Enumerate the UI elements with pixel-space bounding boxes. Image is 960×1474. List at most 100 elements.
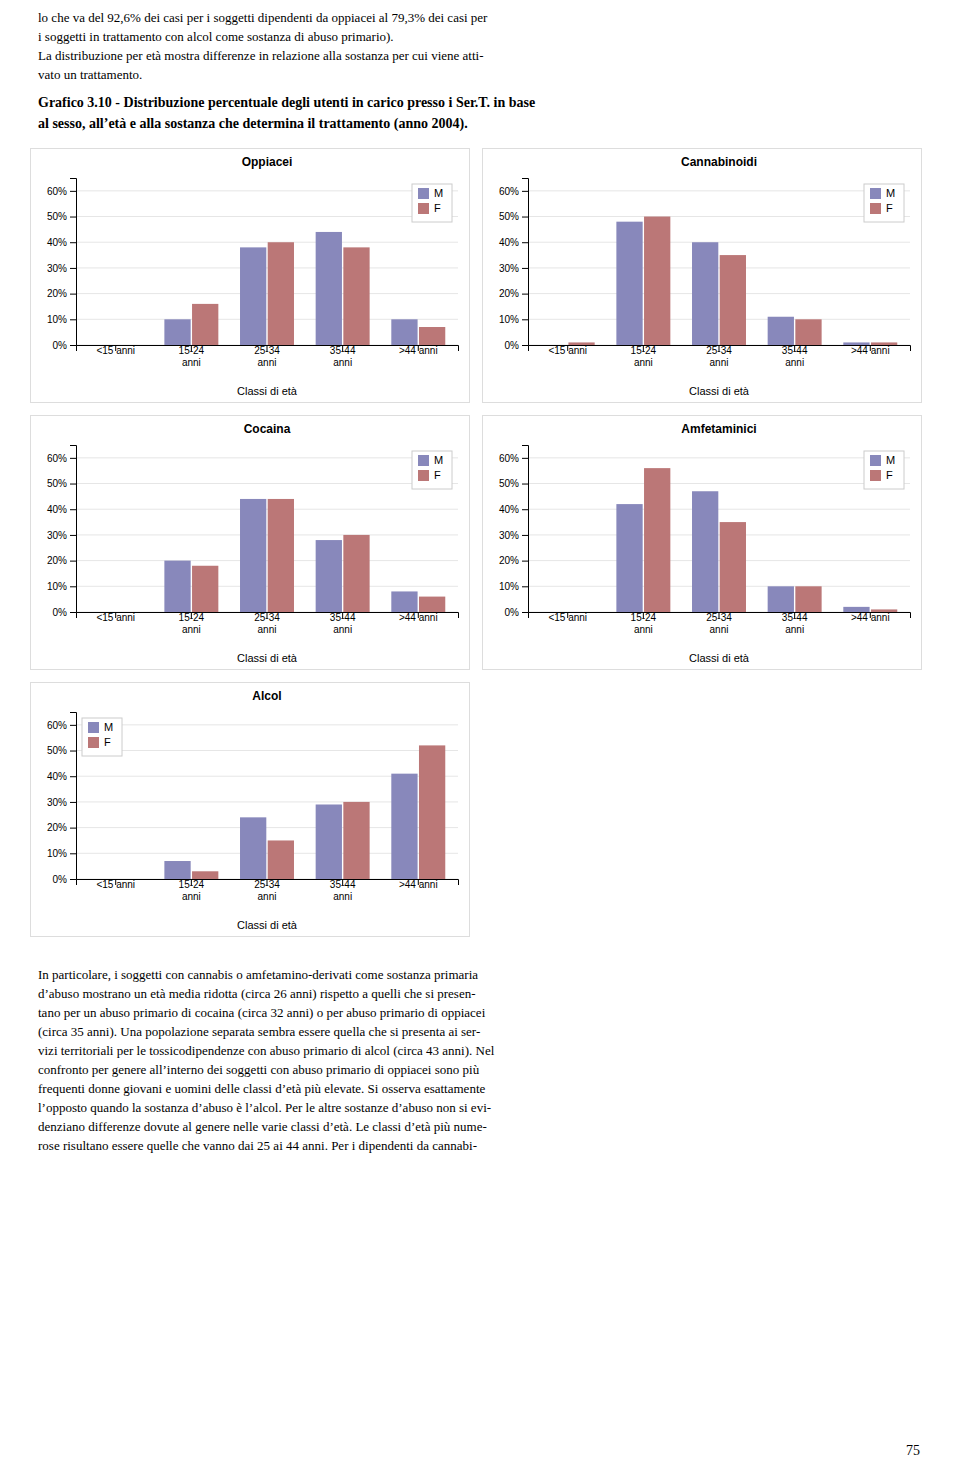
grid-line [528, 267, 910, 268]
y-tick: 10% [499, 314, 528, 325]
tick-mark [70, 586, 76, 587]
tick-label-line: <15 anni [548, 612, 587, 623]
tick-label: 35-44anni [330, 879, 356, 902]
tick-mark [70, 319, 76, 320]
tick-label: 30% [47, 263, 67, 274]
tick-label: 20% [499, 555, 519, 566]
footer-line: confronto per genere all’interno dei sog… [38, 1062, 480, 1077]
tick-label: 15-24anni [631, 612, 657, 635]
tick-label: 25-34anni [254, 612, 280, 635]
tick-label-line: 15-24 [179, 612, 205, 623]
legend-swatch [870, 203, 881, 214]
header-line: La distribuzione per età mostra differen… [38, 48, 484, 63]
grid-line [528, 534, 910, 535]
legend-label: M [434, 454, 443, 466]
bar [316, 540, 342, 612]
bar [419, 597, 445, 612]
tick-label-line: anni [333, 357, 352, 368]
tick-label: 20% [47, 822, 67, 833]
axis-line [522, 446, 529, 613]
chart-title: Amfetaminici [681, 422, 756, 436]
tick-label: 50% [499, 211, 519, 222]
x-tick: >44 anni [399, 612, 438, 623]
tick-label: 10% [47, 314, 67, 325]
legend-frame [864, 184, 904, 222]
x-tick: <15 anni [548, 345, 587, 356]
y-tick: 40% [47, 771, 76, 782]
x-tick: 35-44anni [330, 612, 356, 635]
y-tick: 50% [499, 211, 528, 222]
legend-swatch [418, 188, 429, 199]
bar-series [164, 232, 417, 345]
tick-label: 30% [499, 530, 519, 541]
tick-label-line: 15-24 [179, 879, 205, 890]
legend: MF [82, 718, 122, 756]
tick-label: 35-44anni [782, 612, 808, 635]
grid [76, 458, 458, 612]
tick-label: >44 anni [399, 612, 438, 623]
tick-label: >44 anni [399, 345, 438, 356]
legend-swatch [88, 722, 99, 733]
legend-item: M [418, 454, 443, 466]
tick-label-line: 15-24 [631, 612, 657, 623]
tick-label: <15 anni [96, 345, 135, 356]
grid-line [76, 560, 458, 561]
legend-label: F [886, 202, 893, 214]
y-tick: 40% [47, 237, 76, 248]
tick-label: <15 anni [96, 879, 135, 890]
tick-label: 60% [47, 720, 67, 731]
tick-label: 20% [47, 555, 67, 566]
y-tick: 10% [47, 581, 76, 592]
tick-mark [70, 776, 76, 777]
tick-label-line: anni [258, 357, 277, 368]
grid-line [76, 534, 458, 535]
footer-line: d’abuso mostrano un età media ridotta (c… [38, 986, 476, 1001]
chart-panel: 0%10%20%30%40%50%60%<15 anni15-24anni25-… [31, 416, 470, 670]
bar [268, 242, 294, 345]
tick-label-line: <15 anni [548, 345, 587, 356]
panel-border [31, 149, 470, 403]
tick-label: <15 anni [96, 612, 135, 623]
grid [528, 458, 910, 612]
axis-line [70, 446, 77, 613]
tick-mark [522, 612, 528, 613]
header-line: lo che va del 92,6% dei casi per i sogge… [38, 10, 488, 25]
tick-label-line: 15-24 [179, 345, 205, 356]
tick-label: 40% [47, 771, 67, 782]
tick-mark [522, 294, 528, 295]
figure-title: al sesso, all’età e alla sostanza che de… [38, 116, 468, 132]
tick-label-line: >44 anni [399, 345, 438, 356]
y-tick: 30% [47, 797, 76, 808]
y-tick: 30% [499, 530, 528, 541]
x-axis-title: Classi di età [689, 385, 750, 397]
footer-line: frequenti donne giovani e uomini delle c… [38, 1081, 485, 1096]
grid-line [76, 242, 458, 243]
grid-line [76, 724, 458, 725]
legend-item: F [870, 469, 893, 481]
y-tick: 60% [47, 453, 76, 464]
y-tick: 20% [47, 288, 76, 299]
bars [164, 499, 445, 612]
tick-label: 60% [47, 453, 67, 464]
grid [76, 725, 458, 879]
y-tick: 30% [47, 530, 76, 541]
chart-title: Cocaina [244, 422, 291, 436]
x-tick: 25-34anni [254, 345, 280, 368]
legend-swatch [870, 188, 881, 199]
tick-label: 40% [47, 237, 67, 248]
x-tick: >44 anni [851, 612, 890, 623]
bar [268, 499, 294, 612]
tick-label-line: anni [710, 357, 729, 368]
bar [720, 255, 746, 345]
legend-item: M [870, 187, 895, 199]
legend-frame [412, 451, 452, 489]
y-tick: 20% [499, 288, 528, 299]
bar [419, 745, 445, 879]
bar [768, 586, 794, 612]
y-tick: 60% [47, 720, 76, 731]
y-tick: 0% [53, 874, 76, 885]
x-axis: <15 anni15-24anni25-34anni35-44anni>44 a… [529, 345, 911, 368]
legend-swatch [418, 455, 429, 466]
tick-label: 15-24anni [179, 612, 205, 635]
tick-label: 50% [47, 211, 67, 222]
